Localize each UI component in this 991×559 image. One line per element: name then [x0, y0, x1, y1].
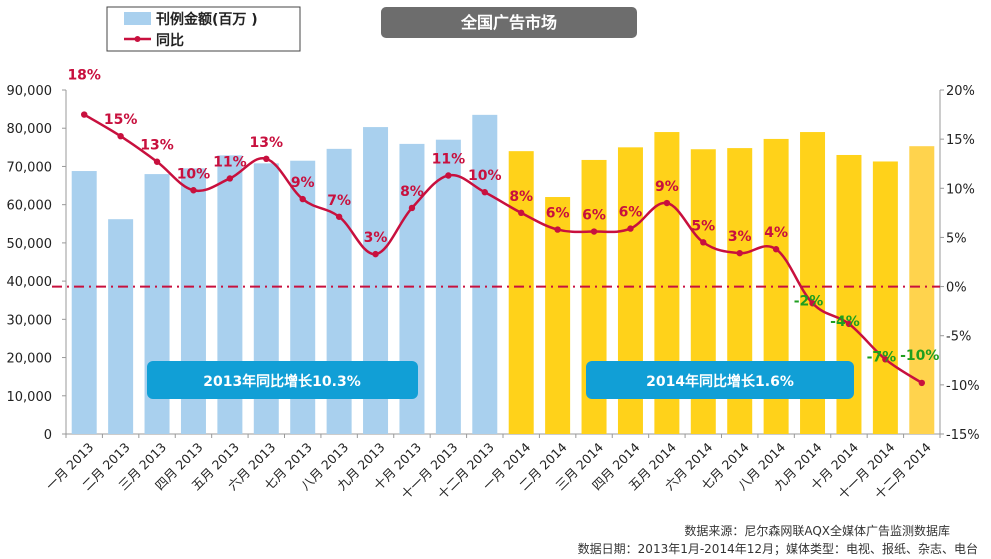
yoy-point [226, 175, 234, 182]
yoy-data-label: 10% [468, 168, 502, 184]
legend: 刊例金额(百万 ) 同比 [106, 6, 301, 52]
yoy-point [372, 250, 379, 258]
yoy-data-label: 13% [140, 138, 174, 154]
yoy-data-label: 8% [400, 184, 424, 200]
yoy-point [408, 204, 416, 212]
y-left-tick-label: 30,000 [7, 313, 53, 328]
yoy-point [590, 228, 598, 235]
yoy-point [554, 226, 561, 233]
y-left-tick-label: 0 [44, 428, 52, 443]
bar [545, 197, 571, 434]
y-right-tick-label: 0% [946, 281, 967, 296]
yoy-data-label: 4% [764, 225, 788, 241]
yoy-point [518, 209, 525, 217]
yoy-data-label: 9% [655, 179, 679, 195]
y-left-tick-label: 10,000 [7, 390, 53, 405]
annotation-banner-2013 [147, 361, 418, 399]
yoy-data-label: 18% [67, 68, 101, 84]
y-left-tick-label: 70,000 [7, 160, 53, 175]
yoy-data-label: 6% [582, 208, 606, 224]
yoy-point [627, 225, 634, 232]
yoy-data-label: 6% [546, 206, 570, 222]
y-left-tick-label: 80,000 [7, 122, 53, 137]
yoy-data-label: 8% [509, 189, 533, 205]
yoy-point [736, 249, 743, 257]
yoy-data-label: 11% [213, 154, 247, 170]
y-right-tick-label: 20% [946, 84, 975, 99]
bar [71, 171, 97, 434]
annotation-text-2014: 2014年同比增长1.6% [646, 373, 794, 390]
yoy-point [299, 195, 306, 203]
y-left-tick-label: 90,000 [7, 84, 53, 99]
yoy-data-label: 9% [291, 175, 315, 191]
yoy-point [481, 189, 488, 196]
yoy-data-label: 10% [177, 166, 211, 182]
yoy-point [445, 172, 452, 179]
legend-bar-label: 刊例金额(百万 ) [156, 11, 258, 28]
y-right-tick-label: -15% [946, 428, 980, 443]
annotation-banners: 2013年同比增长10.3% 2014年同比增长1.6% [147, 361, 854, 399]
yoy-point [882, 356, 889, 363]
yoy-point [918, 379, 925, 387]
yoy-point [845, 320, 853, 328]
yoy-line [83, 113, 923, 384]
legend-bar-swatch [124, 12, 151, 25]
yoy-data-label: -4% [830, 314, 860, 330]
yoy-data-label: 15% [104, 112, 138, 128]
yoy-data-label: 6% [619, 205, 643, 221]
bar [108, 219, 134, 434]
y-right-tick-label: -10% [946, 379, 980, 394]
bar [872, 161, 898, 434]
yoy-point [772, 246, 780, 253]
yoy-data-label: 13% [250, 135, 284, 151]
title-background [381, 7, 637, 38]
y-right-tick-label: -5% [946, 330, 971, 345]
y-left-tick-label: 40,000 [7, 275, 53, 290]
yoy-data-labels: 18%15%13%10%11%13%9%7%3%8%11%10%8%6% 6% 6%… [67, 68, 939, 366]
yoy-point [663, 199, 671, 207]
annotation-banner-2014 [586, 361, 854, 399]
y-right-tick-label: 15% [946, 133, 975, 148]
yoy-point [263, 155, 270, 162]
legend-line-label: 同比 [156, 32, 184, 49]
y-left-tick-label: 20,000 [7, 352, 53, 367]
yoy-point [190, 187, 197, 194]
bar [472, 114, 498, 434]
yoy-data-label: 3% [728, 229, 752, 245]
yoy-data-label: -10% [900, 348, 939, 364]
yoy-point [809, 300, 816, 307]
yoy-point [81, 111, 88, 118]
y-left-tick-label: 60,000 [7, 199, 53, 214]
yoy-point [117, 132, 124, 140]
yoy-data-label: -7% [867, 349, 897, 365]
y-left-tick-label: 50,000 [7, 237, 53, 252]
source-note: 数据来源：尼尔森网联AQX全媒体广告监测数据库 [684, 523, 950, 538]
title-text: 全国广告市场 [460, 13, 557, 32]
yoy-data-label: 3% [364, 230, 388, 246]
bar [909, 146, 935, 435]
yoy-data-label: 11% [432, 152, 466, 168]
y-right-tick-label: 10% [946, 182, 975, 197]
legend-line-marker [134, 36, 141, 42]
yoy-point [700, 239, 707, 246]
y-right-tick-label: 5% [946, 231, 967, 246]
yoy-point [153, 158, 161, 165]
yoy-line-series [81, 111, 925, 387]
chart-title: 全国广告市场 [381, 7, 637, 38]
bar [508, 151, 534, 434]
yoy-data-label: 5% [691, 218, 715, 234]
yoy-point [335, 213, 343, 220]
yoy-data-label: -2% [794, 293, 824, 309]
annotation-text-2013: 2013年同比增长10.3% [203, 373, 361, 390]
yoy-data-label: 7% [327, 193, 351, 209]
date-note: 数据日期：2013年1月-2014年12月；媒体类型：电视、报纸、杂志、电台 [578, 541, 978, 556]
